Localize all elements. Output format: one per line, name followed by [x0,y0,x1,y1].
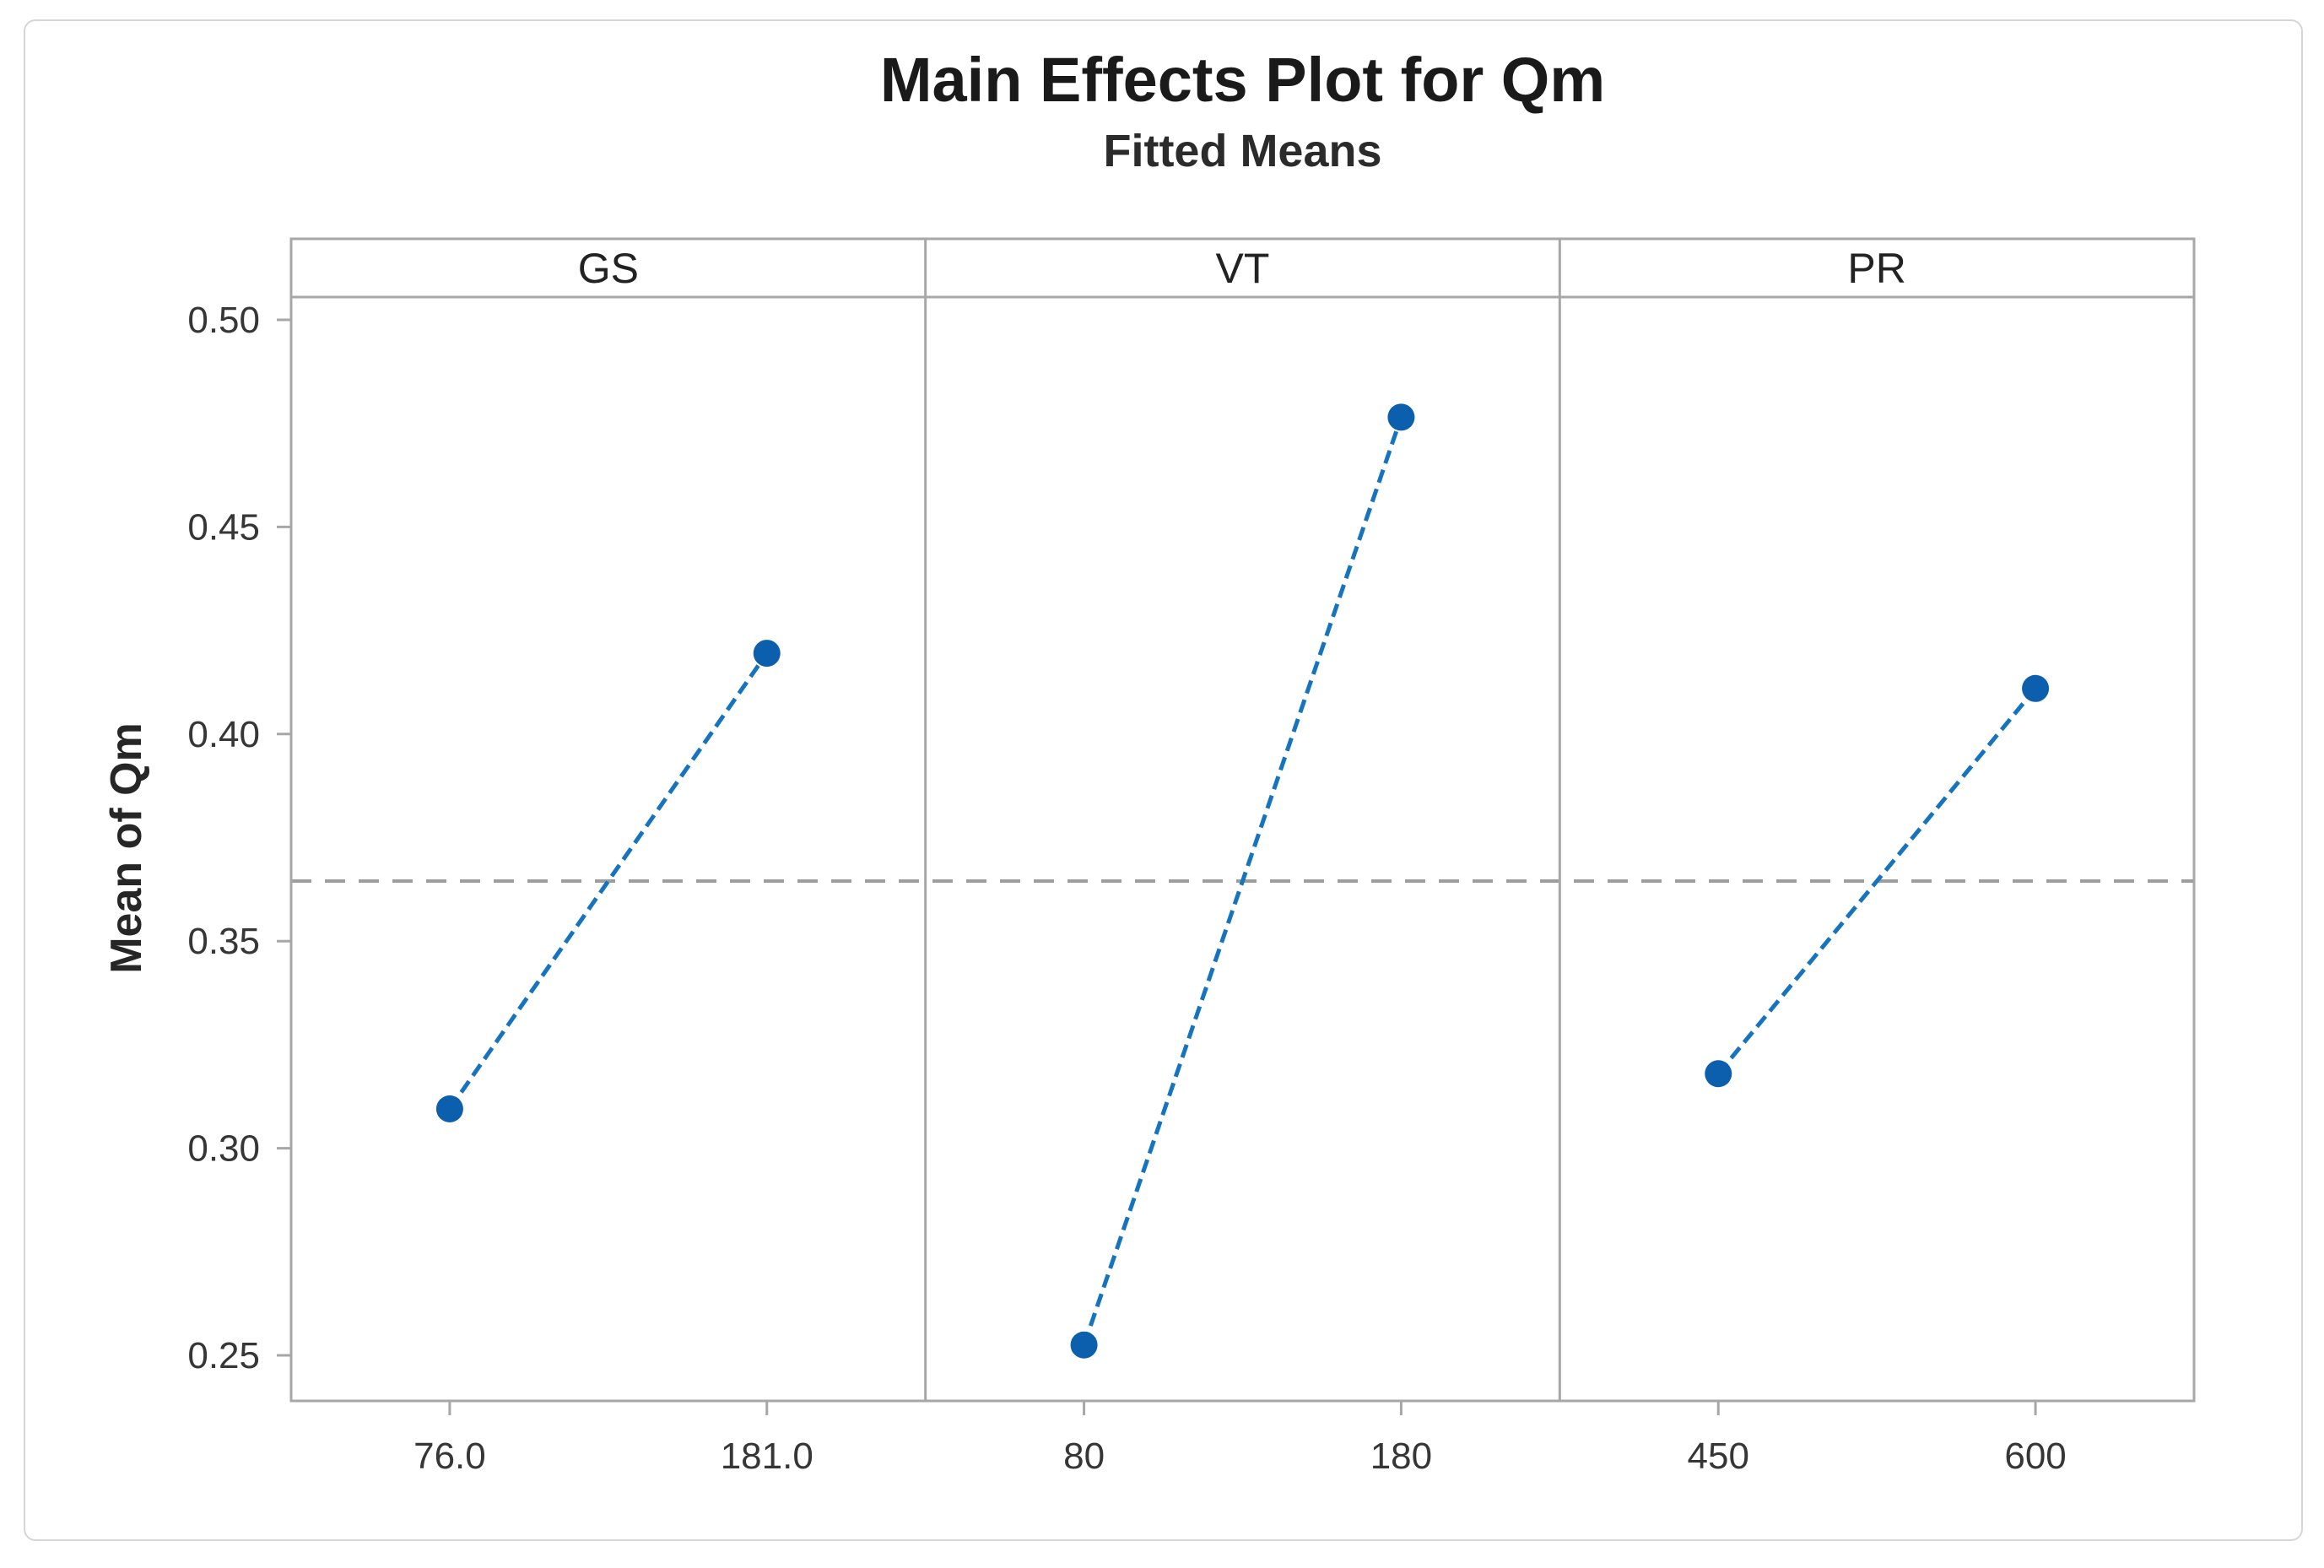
chart-title: Main Effects Plot for Qm [879,45,1606,115]
x-tick-label: 450 [1688,1436,1749,1477]
panel-label-VT: VT [1216,245,1270,292]
data-point-PR-450 [1705,1060,1732,1088]
y-tick-label: 0.40 [187,714,260,755]
x-tick-label: 180 [1370,1436,1432,1477]
y-tick-label: 0.25 [187,1335,260,1376]
panel-label-PR: PR [1847,245,1905,292]
plot-frame [289,295,2196,1403]
data-point-GS-181.0 [753,640,781,668]
y-tick-label: 0.30 [187,1128,260,1170]
series-line-PR [1716,687,2038,1075]
x-tick-label: 80 [1063,1436,1105,1477]
panel-label-GS: GS [578,245,639,292]
data-point-VT-80 [1070,1331,1098,1359]
y-tick-label: 0.35 [187,921,260,962]
y-tick-label: 0.45 [187,506,260,548]
data-point-GS-76.0 [435,1095,463,1122]
data-point-PR-600 [2022,674,2050,702]
chart-subtitle: Fitted Means [1103,126,1382,176]
series-line-GS [447,652,769,1111]
figure-border [24,19,2303,1541]
x-tick-label: 600 [2004,1436,2066,1477]
y-tick-label: 0.50 [187,300,260,341]
series-line-VT [1082,416,1403,1346]
data-point-VT-180 [1387,403,1415,431]
x-tick-label: 76.0 [413,1436,486,1477]
x-tick-label: 181.0 [721,1436,813,1477]
